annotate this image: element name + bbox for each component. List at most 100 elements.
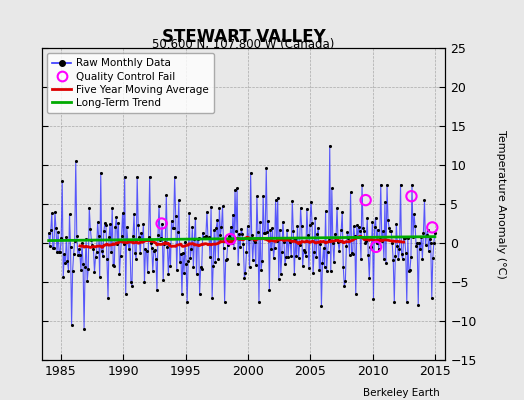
Point: [75, 246, 83, 252]
Point: [370, 224, 379, 230]
Title: STEWART VALLEY: STEWART VALLEY: [162, 28, 325, 46]
Point: [229, 212, 237, 218]
Point: [194, 235, 203, 241]
Point: [202, 233, 210, 240]
Point: [332, 236, 340, 242]
Point: [110, 263, 118, 270]
Point: [311, 215, 319, 222]
Point: [326, 268, 335, 274]
Point: [400, 235, 409, 242]
Point: [64, 267, 73, 274]
Point: [114, 220, 123, 227]
Point: [214, 256, 223, 262]
Point: [161, 239, 169, 245]
Point: [292, 253, 301, 259]
Point: [357, 256, 365, 262]
Point: [125, 246, 133, 252]
Point: [104, 294, 112, 301]
Point: [80, 326, 88, 332]
Point: [234, 261, 242, 267]
Point: [301, 249, 309, 256]
Legend: Raw Monthly Data, Quality Control Fail, Five Year Moving Average, Long-Term Tren: Raw Monthly Data, Quality Control Fail, …: [47, 53, 214, 113]
Point: [134, 222, 143, 228]
Point: [69, 268, 77, 274]
Point: [386, 228, 395, 234]
Point: [424, 248, 433, 254]
Point: [246, 170, 255, 176]
Point: [417, 234, 425, 240]
Point: [126, 238, 134, 244]
Point: [236, 244, 244, 250]
Point: [151, 246, 159, 253]
Point: [85, 205, 93, 211]
Point: [91, 254, 100, 260]
Point: [394, 256, 402, 262]
Point: [158, 220, 166, 227]
Point: [396, 181, 405, 188]
Point: [62, 234, 71, 240]
Point: [403, 235, 412, 242]
Point: [359, 225, 367, 232]
Point: [186, 255, 194, 262]
Point: [252, 262, 260, 268]
Point: [199, 230, 207, 236]
Point: [334, 238, 342, 245]
Point: [173, 228, 182, 235]
Point: [136, 250, 145, 256]
Point: [52, 225, 60, 231]
Point: [402, 298, 411, 305]
Point: [413, 240, 421, 246]
Point: [271, 197, 280, 203]
Point: [406, 267, 414, 274]
Point: [313, 231, 321, 238]
Point: [387, 228, 395, 234]
Point: [275, 276, 283, 283]
Point: [261, 230, 269, 236]
Point: [183, 298, 191, 305]
Point: [397, 251, 406, 257]
Point: [364, 251, 373, 258]
Point: [239, 241, 247, 248]
Point: [254, 229, 262, 235]
Point: [325, 142, 334, 149]
Point: [388, 240, 396, 246]
Point: [379, 228, 387, 234]
Point: [177, 251, 185, 257]
Point: [189, 264, 198, 270]
Point: [181, 238, 189, 245]
Point: [95, 274, 104, 280]
Point: [291, 236, 300, 242]
Point: [348, 251, 357, 258]
Point: [155, 203, 163, 210]
Point: [174, 197, 183, 204]
Point: [346, 189, 355, 196]
Point: [179, 250, 187, 256]
Point: [265, 286, 274, 293]
Point: [207, 204, 215, 210]
Point: [367, 244, 376, 250]
Point: [315, 267, 323, 274]
Point: [113, 241, 122, 248]
Point: [83, 278, 91, 284]
Point: [381, 199, 389, 205]
Point: [190, 235, 199, 242]
Point: [274, 195, 282, 201]
Point: [294, 255, 303, 262]
Point: [130, 211, 138, 217]
Point: [330, 259, 338, 265]
Point: [154, 232, 162, 238]
Point: [117, 233, 126, 239]
Point: [350, 223, 358, 230]
Y-axis label: Temperature Anomaly (°C): Temperature Anomaly (°C): [496, 130, 506, 278]
Point: [97, 247, 106, 254]
Point: [259, 193, 267, 199]
Point: [116, 252, 125, 259]
Point: [169, 224, 178, 231]
Point: [267, 246, 276, 252]
Point: [279, 218, 287, 225]
Point: [250, 239, 259, 245]
Point: [318, 260, 326, 266]
Point: [410, 211, 418, 218]
Point: [165, 240, 173, 247]
Point: [385, 224, 394, 231]
